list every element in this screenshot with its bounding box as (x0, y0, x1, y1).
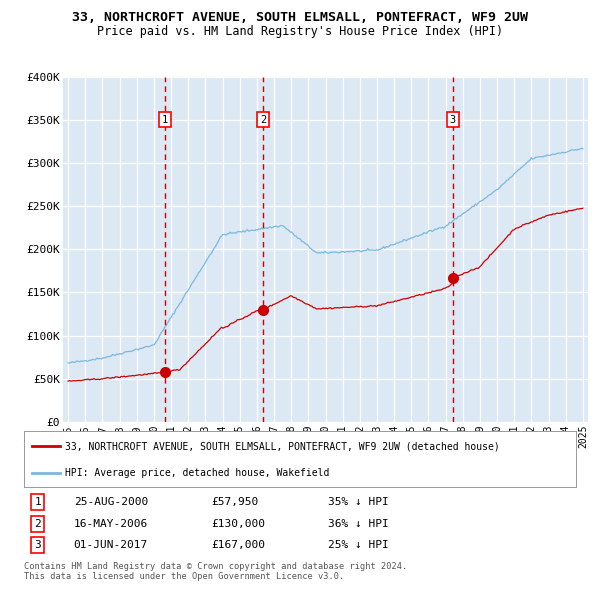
Text: Contains HM Land Registry data © Crown copyright and database right 2024.: Contains HM Land Registry data © Crown c… (24, 562, 407, 571)
Text: 25-AUG-2000: 25-AUG-2000 (74, 497, 148, 507)
Text: 2: 2 (34, 519, 41, 529)
Text: 33, NORTHCROFT AVENUE, SOUTH ELMSALL, PONTEFRACT, WF9 2UW: 33, NORTHCROFT AVENUE, SOUTH ELMSALL, PO… (72, 11, 528, 24)
Text: 3: 3 (34, 540, 41, 550)
Text: £167,000: £167,000 (212, 540, 266, 550)
Text: £57,950: £57,950 (212, 497, 259, 507)
Text: 2: 2 (260, 115, 266, 125)
Text: HPI: Average price, detached house, Wakefield: HPI: Average price, detached house, Wake… (65, 468, 330, 478)
Text: 16-MAY-2006: 16-MAY-2006 (74, 519, 148, 529)
Text: 25% ↓ HPI: 25% ↓ HPI (328, 540, 388, 550)
Text: Price paid vs. HM Land Registry's House Price Index (HPI): Price paid vs. HM Land Registry's House … (97, 25, 503, 38)
Text: 35% ↓ HPI: 35% ↓ HPI (328, 497, 388, 507)
Text: 01-JUN-2017: 01-JUN-2017 (74, 540, 148, 550)
Text: This data is licensed under the Open Government Licence v3.0.: This data is licensed under the Open Gov… (24, 572, 344, 581)
Text: 33, NORTHCROFT AVENUE, SOUTH ELMSALL, PONTEFRACT, WF9 2UW (detached house): 33, NORTHCROFT AVENUE, SOUTH ELMSALL, PO… (65, 441, 500, 451)
Text: 1: 1 (34, 497, 41, 507)
Text: 36% ↓ HPI: 36% ↓ HPI (328, 519, 388, 529)
Text: £130,000: £130,000 (212, 519, 266, 529)
Text: 1: 1 (162, 115, 168, 125)
Text: 3: 3 (449, 115, 456, 125)
